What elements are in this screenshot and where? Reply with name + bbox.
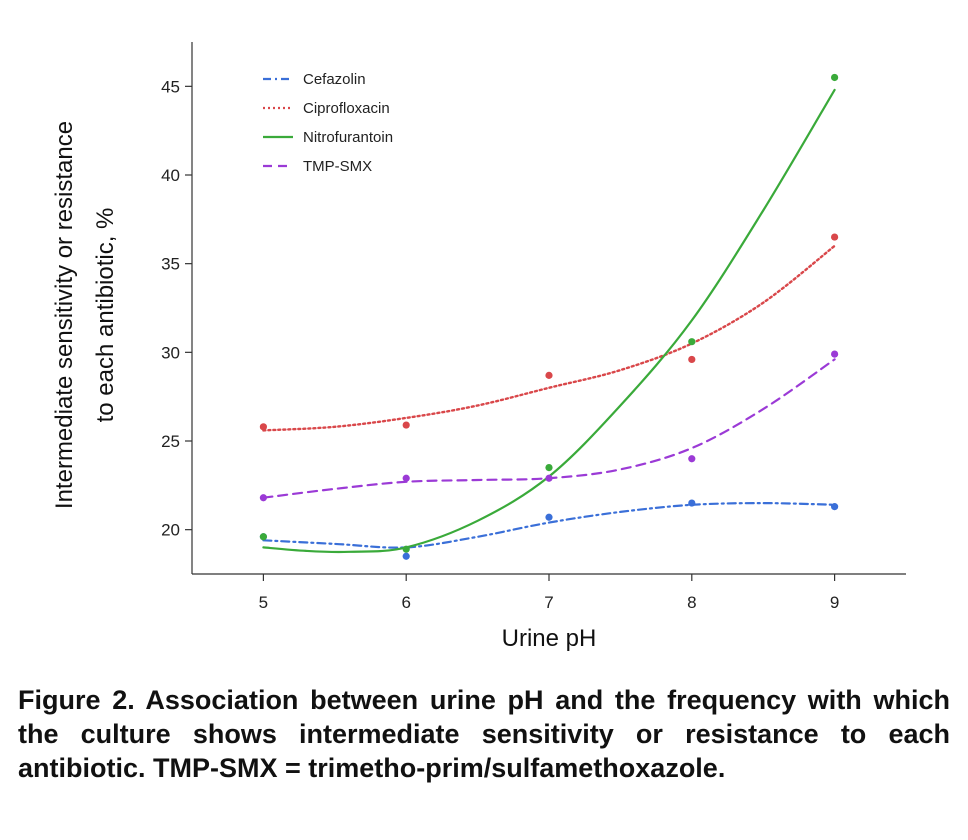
point-tmp-smx-4 (831, 350, 839, 358)
y-tick-label-35: 35 (161, 255, 180, 274)
point-nitrofurantoin-4 (831, 73, 839, 82)
point-ciprofloxacin-1 (402, 421, 410, 429)
point-tmp-smx-0 (259, 494, 267, 502)
x-tick-label-9: 9 (830, 593, 839, 612)
legend-label-ciprofloxacin: Ciprofloxacin (303, 100, 390, 117)
point-tmp-smx-3 (688, 455, 696, 463)
point-cefazolin-4 (831, 503, 839, 511)
fit-line-ciprofloxacin (262, 244, 836, 432)
fit-line-cefazolin (262, 501, 836, 549)
legend-label-cefazolin: Cefazolin (303, 71, 366, 88)
point-nitrofurantoin-0 (259, 533, 267, 541)
y-tick-label-25: 25 (161, 432, 180, 451)
y-tick-label-40: 40 (161, 166, 180, 185)
x-tick-label-6: 6 (401, 593, 410, 612)
data-points (259, 73, 839, 560)
point-ciprofloxacin-3 (688, 355, 696, 364)
point-nitrofurantoin-1 (402, 545, 410, 553)
x-axis-label: Urine pH (502, 625, 597, 652)
point-nitrofurantoin-2 (545, 464, 553, 472)
legend-label-tmp-smx: TMP-SMX (303, 158, 372, 175)
legend-label-nitrofurantoin: Nitrofurantoin (303, 129, 393, 146)
point-cefazolin-3 (688, 499, 696, 507)
point-tmp-smx-1 (402, 474, 410, 482)
point-ciprofloxacin-4 (831, 233, 839, 241)
legend: Cefazolin Ciprofloxacin Nitrofurantoin TMP-… (263, 71, 393, 175)
figure-caption: Figure 2. Association between urine pH a… (18, 685, 950, 783)
y-axis-label-line1: Intermediate sensitivity or resistance (51, 121, 78, 509)
point-ciprofloxacin-0 (259, 423, 267, 431)
point-ciprofloxacin-2 (545, 371, 553, 379)
axes: 5 6 7 8 9 20 25 30 35 40 45 (161, 42, 906, 612)
chart: 5 6 7 8 9 20 25 30 35 40 45 Cefazolin Ciprofloxacin… (51, 42, 906, 652)
point-tmp-smx-2 (545, 474, 553, 482)
x-tick-label-8: 8 (687, 593, 696, 612)
point-nitrofurantoin-3 (688, 338, 696, 346)
x-tick-label-5: 5 (259, 593, 268, 612)
point-cefazolin-1 (402, 552, 410, 560)
point-cefazolin-2 (545, 513, 553, 521)
y-tick-label-30: 30 (161, 343, 180, 362)
y-axis-label-line2: to each antibiotic, % (92, 208, 119, 423)
y-tick-label-20: 20 (161, 521, 180, 540)
y-tick-label-45: 45 (161, 77, 180, 96)
x-tick-label-7: 7 (544, 593, 553, 612)
